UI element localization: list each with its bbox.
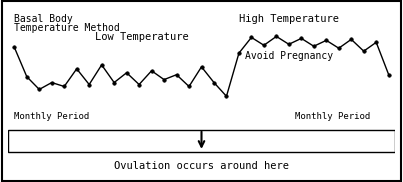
Text: High Temperature: High Temperature: [239, 14, 339, 24]
Bar: [8, 130, 395, 152]
Text: Temperature Method: Temperature Method: [14, 23, 120, 33]
Text: Avoid Pregnancy: Avoid Pregnancy: [245, 51, 333, 61]
Text: Monthly Period: Monthly Period: [14, 112, 89, 121]
Text: Ovulation occurs around here: Ovulation occurs around here: [114, 161, 289, 171]
Text: Low Temperature: Low Temperature: [96, 31, 189, 41]
Text: Monthly Period: Monthly Period: [295, 112, 370, 121]
Text: Basal Body: Basal Body: [14, 14, 73, 24]
